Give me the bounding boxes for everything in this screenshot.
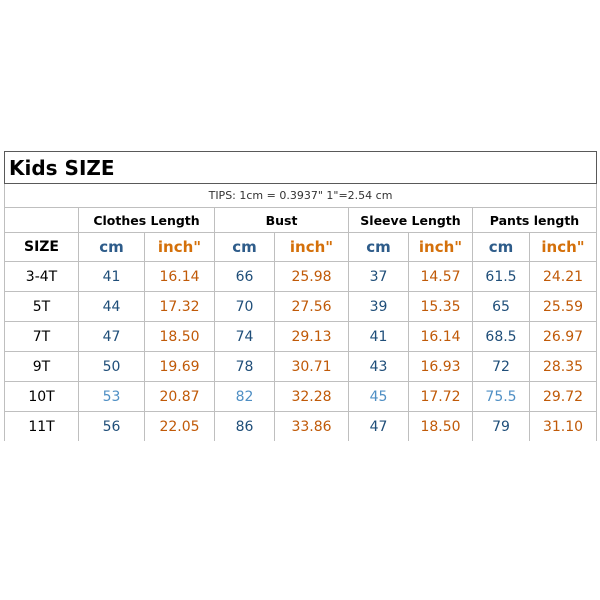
sleeve-inch-cell: 16.93 (408, 351, 473, 382)
pants-inch-cell: 28.35 (528, 351, 598, 382)
size-table: Kids SIZE TIPS: 1cm = 0.3937" 1"=2.54 cm… (3, 151, 598, 441)
pants-inch-cell: 25.59 (528, 291, 598, 322)
group-header-row: Clothes Length Bust Sleeve Length Pants … (4, 207, 598, 233)
pants-inch-cell: 26.97 (528, 321, 598, 352)
size-cell: 7T (4, 321, 79, 352)
bust-cm-cell: 82 (214, 381, 275, 412)
clothes-inch-cell: 16.14 (144, 261, 215, 292)
table-row: 9T 50 19.69 78 30.71 43 16.93 72 28.35 (4, 351, 598, 382)
clothes-inch-cell: 17.32 (144, 291, 215, 322)
bust-inch-header: inch" (274, 232, 349, 262)
clothes-cm-header: cm (78, 232, 145, 262)
pants-inch-cell: 24.21 (528, 261, 598, 292)
pants-inch-header: inch" (528, 232, 598, 262)
title-row: Kids SIZE (3, 151, 598, 184)
clothes-cm-cell: 50 (78, 351, 145, 382)
unit-header-row: SIZE cm inch" cm inch" cm inch" cm inch" (4, 232, 598, 262)
tips-row: TIPS: 1cm = 0.3937" 1"=2.54 cm (3, 183, 598, 208)
bust-inch-cell: 29.13 (274, 321, 349, 352)
sleeve-cm-cell: 45 (348, 381, 409, 412)
clothes-cm-cell: 41 (78, 261, 145, 292)
sleeve-cm-cell: 37 (348, 261, 409, 292)
sleeve-cm-cell: 43 (348, 351, 409, 382)
bust-cm-cell: 86 (214, 411, 275, 441)
pants-cm-cell: 79 (472, 411, 530, 441)
sleeve-cm-cell: 47 (348, 411, 409, 441)
clothes-inch-cell: 18.50 (144, 321, 215, 352)
clothes-cm-cell: 53 (78, 381, 145, 412)
clothes-inch-header: inch" (144, 232, 215, 262)
bust-cm-cell: 66 (214, 261, 275, 292)
bust-inch-cell: 25.98 (274, 261, 349, 292)
size-cell: 5T (4, 291, 79, 322)
size-cell: 10T (4, 381, 79, 412)
sleeve-inch-header: inch" (408, 232, 473, 262)
clothes-cm-cell: 47 (78, 321, 145, 352)
group-sleeve-length: Sleeve Length (348, 207, 473, 233)
pants-cm-cell: 72 (472, 351, 530, 382)
chart-title: Kids SIZE (3, 151, 598, 184)
bust-inch-cell: 27.56 (274, 291, 349, 322)
table-row: 5T 44 17.32 70 27.56 39 15.35 65 25.59 (4, 291, 598, 322)
conversion-tips: TIPS: 1cm = 0.3937" 1"=2.54 cm (3, 183, 598, 208)
sleeve-inch-cell: 15.35 (408, 291, 473, 322)
sleeve-inch-cell: 14.57 (408, 261, 473, 292)
sleeve-inch-cell: 18.50 (408, 411, 473, 441)
size-chart: Kids SIZE TIPS: 1cm = 0.3937" 1"=2.54 cm… (3, 151, 598, 441)
size-cell: 11T (4, 411, 79, 441)
size-cell: 9T (4, 351, 79, 382)
pants-inch-cell: 31.10 (528, 411, 598, 441)
bust-cm-cell: 78 (214, 351, 275, 382)
clothes-inch-cell: 22.05 (144, 411, 215, 441)
bust-inch-cell: 33.86 (274, 411, 349, 441)
group-pants-length: Pants length (471, 207, 598, 233)
size-column-header: SIZE (4, 232, 79, 262)
table-row: 10T 53 20.87 82 32.28 45 17.72 75.5 29.7… (4, 381, 598, 412)
clothes-inch-cell: 19.69 (144, 351, 215, 382)
bust-cm-header: cm (214, 232, 275, 262)
table-row: 7T 47 18.50 74 29.13 41 16.14 68.5 26.97 (4, 321, 598, 352)
pants-cm-cell: 65 (472, 291, 530, 322)
pants-inch-cell: 29.72 (528, 381, 598, 412)
pants-cm-cell: 75.5 (472, 381, 530, 412)
sleeve-inch-cell: 16.14 (408, 321, 473, 352)
table-row: 3-4T 41 16.14 66 25.98 37 14.57 61.5 24.… (4, 261, 598, 292)
bust-inch-cell: 30.71 (274, 351, 349, 382)
clothes-inch-cell: 20.87 (144, 381, 215, 412)
clothes-cm-cell: 56 (78, 411, 145, 441)
group-bust: Bust (214, 207, 349, 233)
sleeve-cm-cell: 39 (348, 291, 409, 322)
bust-inch-cell: 32.28 (274, 381, 349, 412)
pants-cm-cell: 61.5 (472, 261, 530, 292)
group-clothes-length: Clothes Length (78, 207, 215, 233)
pants-cm-header: cm (472, 232, 530, 262)
sleeve-cm-cell: 41 (348, 321, 409, 352)
sleeve-cm-header: cm (348, 232, 409, 262)
pants-cm-cell: 68.5 (472, 321, 530, 352)
table-row: 11T 56 22.05 86 33.86 47 18.50 79 31.10 (4, 411, 598, 441)
size-cell: 3-4T (4, 261, 79, 292)
clothes-cm-cell: 44 (78, 291, 145, 322)
bust-cm-cell: 74 (214, 321, 275, 352)
bust-cm-cell: 70 (214, 291, 275, 322)
size-corner-cell (4, 207, 79, 233)
sleeve-inch-cell: 17.72 (408, 381, 473, 412)
